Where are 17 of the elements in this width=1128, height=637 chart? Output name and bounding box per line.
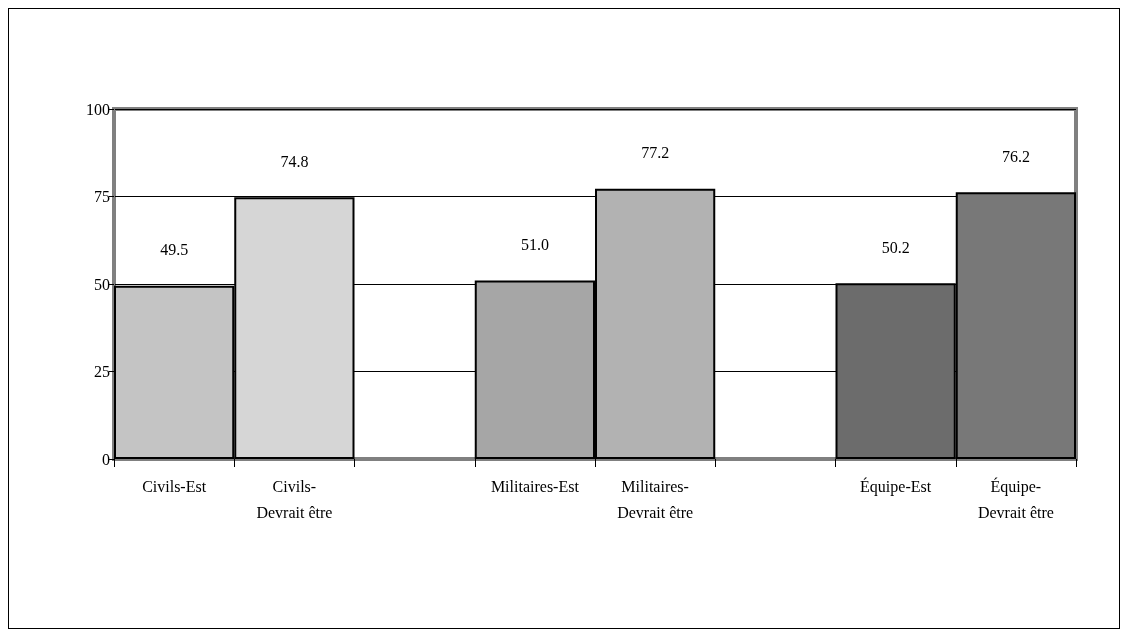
data-label: 49.5 xyxy=(160,241,189,259)
x-tick-label: Civils-Est xyxy=(142,477,207,495)
x-tick-label: Équipe- Devrait être xyxy=(977,476,1054,521)
data-label: 77.2 xyxy=(641,144,670,162)
y-tick-label: 75 xyxy=(94,188,110,205)
y-tick-label: 100 xyxy=(86,100,110,118)
data-label: 51.0 xyxy=(520,236,549,253)
x-tick-label: Équipe-Est xyxy=(860,476,932,496)
x-tick-label: Militaires-Est xyxy=(490,477,580,495)
x-tick-label: Militaires- Devrait être xyxy=(617,477,694,521)
x-tick-label: Civils- Devrait être xyxy=(256,477,333,521)
y-tick-label: 0 xyxy=(102,450,110,468)
y-tick-label: 25 xyxy=(94,363,110,380)
data-label: 50.2 xyxy=(881,238,910,256)
data-label: 76.2 xyxy=(1001,147,1030,165)
data-label: 74.8 xyxy=(280,152,309,170)
y-tick-label: 50 xyxy=(94,275,110,293)
